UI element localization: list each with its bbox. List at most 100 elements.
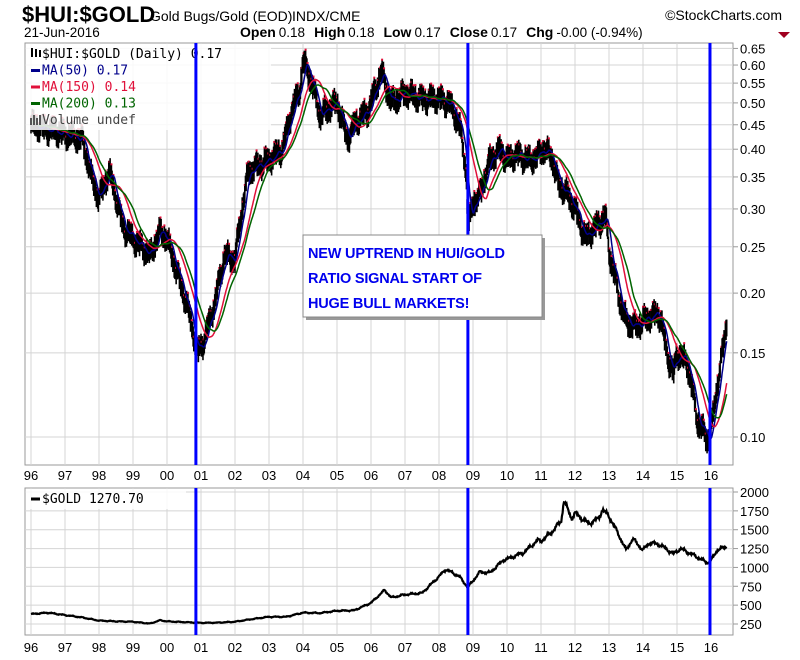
price-bar-tick — [110, 163, 113, 166]
x-tick-label: 05 — [330, 468, 344, 483]
ohlc-bars-icon — [31, 48, 41, 57]
ma50-line — [30, 63, 728, 440]
quote-label: Close — [450, 24, 488, 40]
price-bar-tick — [159, 216, 162, 219]
x-tick-label: 04 — [296, 468, 310, 483]
price-bar-tick — [447, 89, 450, 92]
price-bar-tick — [181, 279, 184, 282]
chart-description: Gold Bugs/Gold (EOD) — [150, 8, 292, 24]
price-bar-tick — [222, 251, 225, 254]
price-bar-tick — [424, 88, 427, 91]
price-bar-tick — [322, 97, 325, 100]
price-bar-tick — [581, 225, 584, 228]
price-bar-tick — [273, 140, 276, 143]
price-bar-tick — [500, 141, 503, 144]
price-bar-tick — [489, 143, 491, 146]
annotation-line-1: NEW UPTREND IN HUI/GOLD — [308, 246, 505, 262]
x-tick-label: 09 — [466, 468, 480, 483]
price-bar-tick — [573, 195, 576, 198]
x-tick-label: 05 — [330, 640, 344, 655]
legend: $GOLD 1270.70 — [26, 489, 186, 509]
x-tick-label: 07 — [398, 640, 412, 655]
price-bar-tick — [461, 137, 464, 140]
price-bar-tick — [606, 222, 609, 225]
x-tick-label: 00 — [160, 640, 174, 655]
price-bar-tick — [575, 196, 578, 199]
x-tick-label: 13 — [602, 468, 616, 483]
volume-icon — [30, 115, 41, 125]
price-bar-tick — [265, 147, 268, 150]
x-tick-label: 98 — [92, 468, 106, 483]
legend-entry: MA(200) 0.13 — [42, 97, 136, 112]
price-bar-tick — [702, 418, 705, 421]
price-bar-tick — [153, 234, 156, 237]
price-bar-tick — [414, 84, 417, 87]
x-tick-label: 13 — [602, 640, 616, 655]
price-bar-tick — [383, 67, 386, 70]
x-tick-label: 08 — [432, 468, 446, 483]
x-tick-label: 00 — [160, 468, 174, 483]
price-bar-tick — [492, 150, 495, 153]
price-bar-tick — [438, 86, 440, 89]
y-tick-label: 1750 — [740, 504, 769, 519]
price-bar-tick — [212, 299, 215, 302]
price-bar-tick — [541, 140, 544, 143]
annotation-line-2: RATIO SIGNAL START OF — [308, 271, 482, 287]
price-bar-tick — [667, 351, 670, 354]
gold-panel: 96 97 98 99 00 01 02 03 04 05 06 07 08 09 10 11 12 13 14 15… — [24, 485, 769, 655]
price-bar-tick — [498, 134, 501, 137]
price-bar-tick — [659, 310, 662, 313]
price-bar-tick — [441, 88, 444, 91]
price-bar-tick — [616, 276, 619, 279]
price-bar-tick — [312, 75, 315, 78]
x-tick-label: 03 — [262, 468, 276, 483]
price-bar-tick — [332, 89, 335, 92]
price-bar-tick — [642, 305, 644, 308]
ma150-line — [30, 78, 728, 428]
quote-label: Open — [240, 24, 276, 40]
price-bar-tick — [530, 152, 533, 155]
price-bar-tick — [365, 102, 368, 105]
price-bar-tick — [330, 98, 333, 101]
price-bar-tick — [716, 374, 719, 377]
annotation-box: NEW UPTREND IN HUI/GOLD RATIO SIGNAL STA… — [302, 234, 545, 320]
price-bar-tick — [271, 149, 274, 152]
price-bar-tick — [228, 242, 231, 245]
price-bar-tick — [173, 255, 176, 258]
x-tick-label: 07 — [398, 468, 412, 483]
price-bar-tick — [565, 175, 568, 178]
price-bar-tick — [416, 92, 419, 95]
price-bar-tick — [102, 175, 105, 178]
price-bar-tick — [549, 146, 552, 149]
x-tick-label: 97 — [58, 468, 72, 483]
x-tick-label: 16 — [704, 640, 718, 655]
annotation-line-3: HUGE BULL MARKETS! — [308, 296, 469, 312]
price-bar-tick — [237, 216, 240, 219]
price-bar-tick — [304, 48, 307, 51]
price-bar-tick — [324, 97, 327, 100]
x-tick-label: 12 — [568, 468, 582, 483]
price-bar-tick — [618, 294, 621, 297]
price-bar-tick — [532, 149, 535, 152]
legend-background — [26, 489, 186, 509]
price-bar-tick — [583, 220, 586, 223]
price-bar-tick — [663, 326, 666, 329]
y-tick-label: 2000 — [740, 485, 769, 500]
price-bar-tick — [232, 250, 235, 253]
price-bar-tick — [439, 83, 442, 86]
price-bar-tick — [555, 160, 558, 163]
price-bar-tick — [204, 319, 207, 322]
y-tick-label: 0.35 — [740, 170, 765, 185]
x-tick-label: 01 — [194, 640, 208, 655]
price-bar-tick — [177, 260, 180, 263]
price-bar-tick — [288, 111, 291, 114]
ratio-panel: 96 97 98 99 00 01 02 03 04 05 06 07 08 09 10 11 12 13 14 15… — [24, 41, 766, 483]
price-bar-tick — [230, 250, 233, 253]
price-bar-tick — [483, 169, 486, 172]
price-bar-tick — [657, 306, 660, 309]
ma200-line — [30, 84, 728, 419]
down-arrow-icon — [778, 32, 790, 38]
y-tick-label: 0.45 — [740, 118, 765, 133]
y-tick-label: 0.65 — [740, 41, 765, 56]
y-tick-label: 0.20 — [740, 286, 765, 301]
